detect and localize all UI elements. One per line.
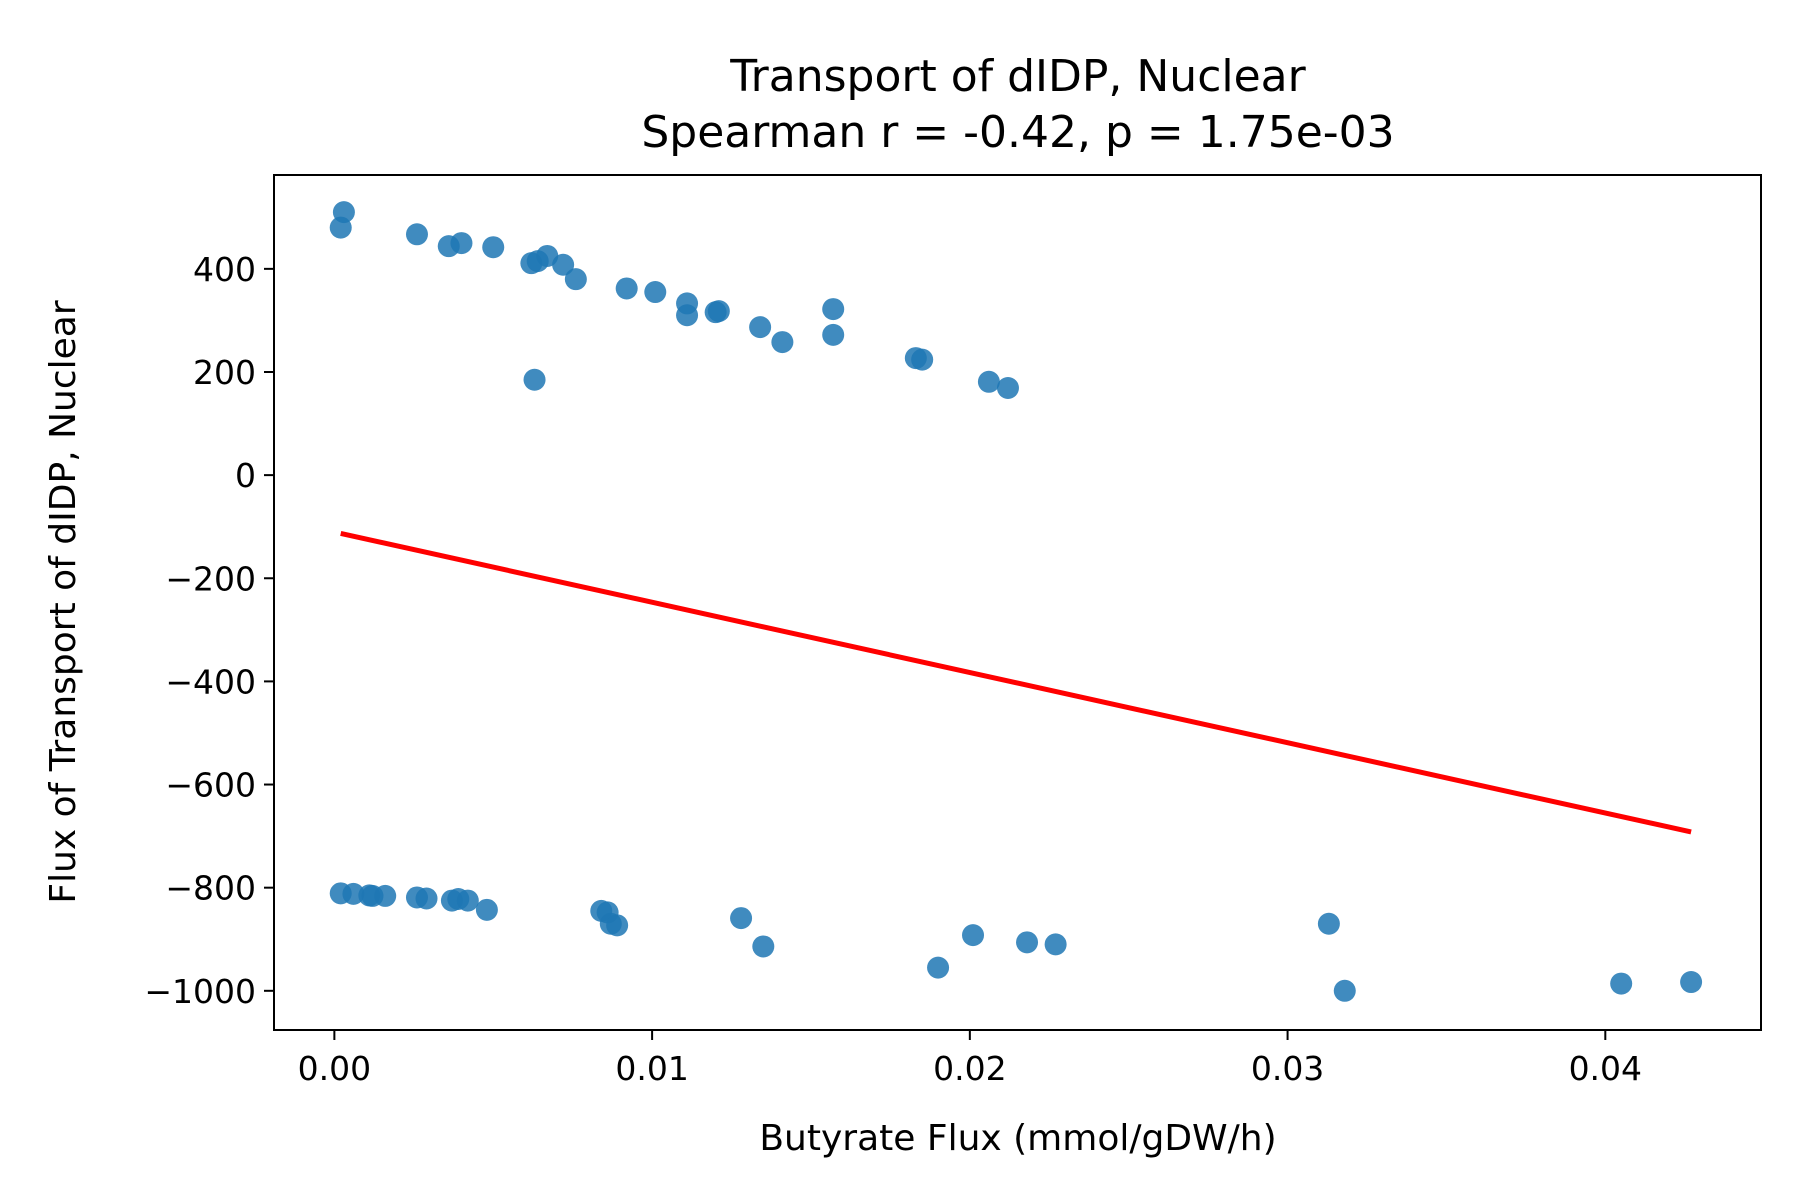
data-point	[329, 216, 352, 239]
x-axis-label: Butyrate Flux (mmol/gDW/h)	[759, 1118, 1276, 1159]
data-point	[822, 298, 845, 321]
scatter-points	[329, 201, 1703, 1002]
y-tick-label: 200	[193, 353, 256, 392]
chart-subtitle: Spearman r = -0.42, p = 1.75e-03	[641, 107, 1394, 158]
plot-area	[273, 174, 1762, 1031]
data-point	[1610, 972, 1633, 995]
data-point	[644, 281, 667, 304]
data-point	[415, 887, 438, 910]
data-point	[749, 316, 772, 339]
data-point	[730, 907, 753, 930]
data-point	[962, 924, 985, 947]
x-tick-label: 0.04	[1569, 1049, 1642, 1088]
data-point	[482, 236, 505, 259]
x-axis: 0.00 0.01 0.02 0.03 0.04	[298, 1030, 1642, 1088]
data-point	[771, 331, 794, 354]
data-point	[564, 268, 587, 291]
y-axis: 400 200 0 −200 −400 −600 −800 −1000	[144, 250, 274, 1011]
x-tick-label: 0.01	[615, 1049, 688, 1088]
data-point	[752, 935, 775, 958]
chart-title: Transport of dIDP, Nuclear	[729, 51, 1306, 102]
data-point	[1680, 971, 1703, 994]
data-point	[475, 898, 498, 921]
data-point	[822, 323, 845, 346]
x-tick-label: 0.00	[298, 1049, 371, 1088]
data-point	[707, 300, 730, 323]
data-point	[1016, 931, 1039, 954]
y-tick-label: −1000	[144, 972, 256, 1011]
data-point	[1333, 979, 1356, 1002]
data-point	[615, 277, 638, 300]
x-tick-label: 0.02	[933, 1049, 1006, 1088]
data-point	[927, 956, 950, 979]
x-tick-label: 0.03	[1251, 1049, 1324, 1088]
data-point	[1317, 912, 1340, 935]
y-tick-label: −200	[165, 559, 256, 598]
data-point	[1044, 933, 1067, 956]
y-tick-label: 400	[193, 250, 256, 289]
data-point	[342, 882, 365, 905]
data-point	[456, 889, 479, 912]
data-point	[523, 368, 546, 391]
data-point	[552, 253, 575, 276]
y-axis-label: Flux of Transport of dIDP, Nuclear	[43, 300, 84, 903]
data-point	[450, 232, 473, 255]
data-point	[676, 304, 699, 327]
y-tick-label: −800	[165, 869, 256, 908]
data-point	[977, 370, 1000, 393]
data-point	[996, 376, 1019, 399]
data-point	[606, 914, 629, 937]
data-point	[374, 884, 397, 907]
y-tick-label: −600	[165, 766, 256, 805]
regression-line-layer	[340, 530, 1692, 835]
data-point	[911, 348, 934, 371]
data-point	[405, 223, 428, 246]
regression-line	[340, 530, 1692, 835]
y-tick-label: −400	[165, 662, 256, 701]
y-tick-label: 0	[235, 456, 256, 495]
